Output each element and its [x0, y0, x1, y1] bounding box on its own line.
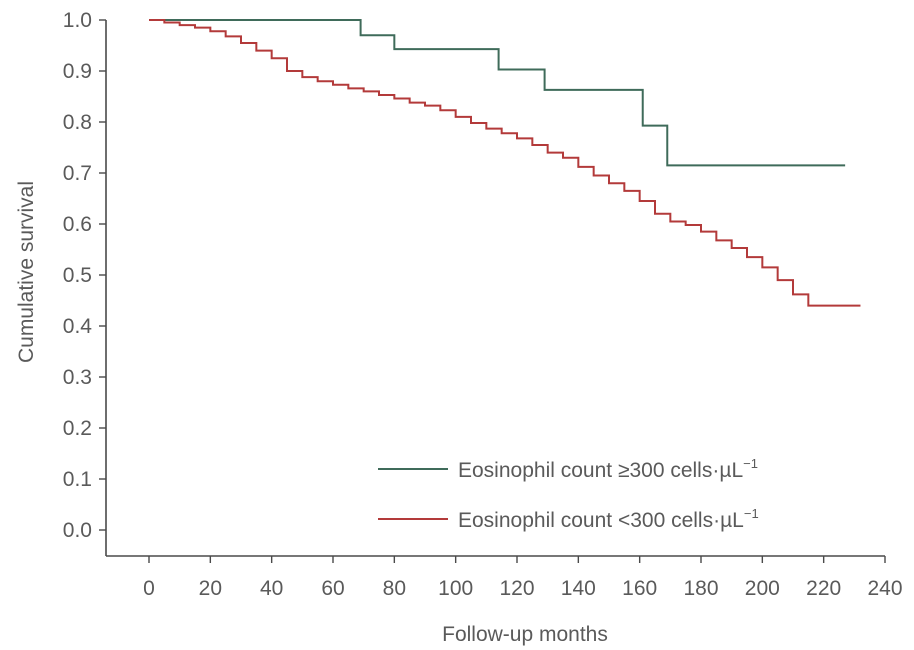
y-ticks: 0.0 0.1 0.2 0.3 0.4 0.5 0.6 0.7 0.8 0.9 1.0 [63, 9, 106, 542]
y-tick-label: 1.0 [63, 9, 92, 32]
x-tick-label: 180 [683, 577, 718, 600]
y-tick-label: 0.9 [63, 60, 92, 83]
y-tick-label: 0.8 [63, 111, 92, 134]
x-tick-label: 60 [321, 577, 344, 600]
series-line-eos-low [149, 19, 861, 307]
y-tick-label: 0.7 [63, 162, 92, 185]
y-tick-label: 0.2 [63, 417, 92, 440]
x-tick-label: 20 [199, 577, 222, 600]
y-axis-title: Cumulative survival [15, 181, 38, 363]
y-tick-label: 0.0 [63, 519, 92, 542]
x-tick-label: 200 [745, 577, 780, 600]
y-tick-label: 0.5 [63, 264, 92, 287]
x-tick-label: 120 [499, 577, 534, 600]
x-tick-label: 140 [561, 577, 596, 600]
legend-label-eos-high-sup: −1 [743, 456, 758, 471]
legend-label-eos-high-text: Eosinophil count ≥300 cells·µL [458, 459, 743, 482]
legend-label-eos-low-text: Eosinophil count <300 cells·µL [458, 509, 744, 532]
x-tick-label: 80 [383, 577, 406, 600]
series-line-eos-high [149, 19, 846, 167]
legend-label-eos-low-sup: −1 [744, 506, 759, 521]
x-axis-title: Follow-up months [442, 623, 608, 646]
legend-label-eos-low: Eosinophil count <300 cells·µL−1 [458, 506, 759, 532]
x-tick-label: 160 [622, 577, 657, 600]
x-tick-label: 100 [438, 577, 473, 600]
legend: Eosinophil count ≥300 cells·µL−1 Eosinop… [378, 456, 759, 532]
y-tick-label: 0.3 [63, 366, 92, 389]
x-tick-label: 240 [867, 577, 902, 600]
y-tick-label: 0.4 [63, 315, 93, 338]
x-tick-label: 0 [143, 577, 155, 600]
y-tick-label: 0.6 [63, 213, 92, 236]
series-layer [149, 19, 861, 307]
x-tick-label: 220 [806, 577, 841, 600]
x-tick-label: 40 [260, 577, 283, 600]
x-ticks: 0 20 40 60 80 100 120 140 160 180 200 220 240 [143, 556, 903, 600]
axes [105, 20, 885, 557]
y-tick-label: 0.1 [63, 468, 92, 491]
legend-label-eos-high: Eosinophil count ≥300 cells·µL−1 [458, 456, 758, 482]
